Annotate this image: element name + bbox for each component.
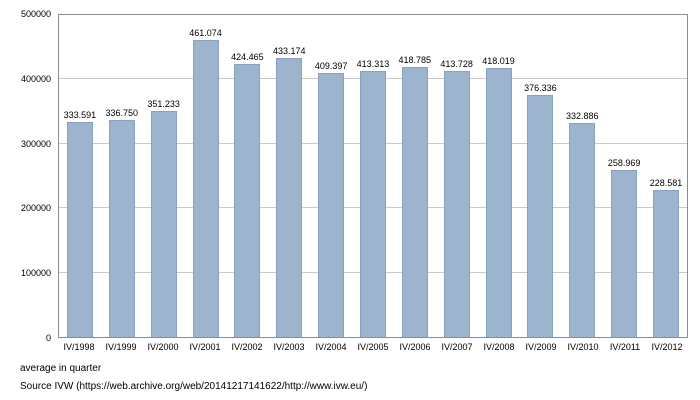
y-axis-tick-label: 500000 xyxy=(20,9,51,19)
x-axis-tick-label: IV/2007 xyxy=(441,342,473,352)
bar-slot: 336.750 xyxy=(101,15,143,337)
bar-slot: 332.886 xyxy=(561,15,603,337)
x-axis-tick-label: IV/2003 xyxy=(273,342,305,352)
x-axis-tick-label: IV/2010 xyxy=(567,342,599,352)
x-axis-tick-label: IV/2004 xyxy=(315,342,347,352)
chart-caption: average in quarter xyxy=(20,363,102,374)
bar xyxy=(401,67,428,337)
bar xyxy=(527,94,554,337)
bars-container: 333.591 336.750 351.233 461.074 424.465 433.1… xyxy=(59,15,687,337)
x-axis-tick-label: IV/1999 xyxy=(105,342,137,352)
bar-value-label: 333.591 xyxy=(63,110,97,121)
bar-value-label: 332.886 xyxy=(565,110,599,121)
bar-value-label: 461.074 xyxy=(189,28,222,39)
bar-value-label: 376.336 xyxy=(524,82,557,93)
y-axis-tick-label: 100000 xyxy=(20,268,51,279)
bar xyxy=(276,58,303,337)
y-axis-tick-label: 200000 xyxy=(20,203,51,214)
x-axis-tick-label: IV/2009 xyxy=(525,342,557,352)
bar-value-label: 413.728 xyxy=(440,58,473,69)
x-axis-tick-label: IV/2005 xyxy=(357,342,389,352)
bar-value-label: 351.233 xyxy=(147,98,180,109)
x-axis-tick-label: IV/2012 xyxy=(651,342,683,352)
x-axis-tick-label: IV/2002 xyxy=(231,342,263,352)
bar xyxy=(192,40,219,337)
y-axis-labels: 0 100000 200000 300000 400000 500000 xyxy=(0,9,54,343)
bar-slot: 461.074 xyxy=(185,15,227,337)
bar xyxy=(150,110,177,337)
bar xyxy=(485,67,512,337)
x-axis-tick-label: IV/2001 xyxy=(189,342,221,352)
x-axis-tick-label: IV/2008 xyxy=(483,342,515,352)
bar-slot: 376.336 xyxy=(519,15,561,337)
bar-slot: 413.728 xyxy=(436,15,478,337)
bar xyxy=(108,120,135,337)
x-axis-tick-label: IV/2000 xyxy=(147,342,179,352)
x-axis-tick-label: IV/1998 xyxy=(63,342,95,352)
bar xyxy=(611,170,638,337)
bar-value-label: 424.465 xyxy=(231,51,264,62)
x-axis-tick-label: IV/2011 xyxy=(609,342,641,352)
bar-value-label: 258.969 xyxy=(607,158,641,169)
bar-value-label: 409.397 xyxy=(314,61,348,72)
bar-value-label: 418.785 xyxy=(398,55,432,66)
y-axis-tick-label: 0 xyxy=(45,333,51,343)
bar xyxy=(359,70,386,337)
y-axis-tick-label: 300000 xyxy=(20,138,51,149)
bar-slot: 433.174 xyxy=(268,15,310,337)
bar-value-label: 418.019 xyxy=(482,55,515,66)
x-axis-tick-label: IV/2006 xyxy=(399,342,431,352)
bar xyxy=(569,122,596,337)
bar-slot: 418.019 xyxy=(478,15,520,337)
x-axis-labels: IV/1998 IV/1999 IV/2000 IV/2001 IV/2002 IV/20… xyxy=(58,342,688,352)
bar-slot: 351.233 xyxy=(143,15,185,337)
plot-area: 333.591 336.750 351.233 461.074 424.465 433.1… xyxy=(58,14,688,338)
bar-value-label: 413.313 xyxy=(356,58,390,69)
bar-slot: 418.785 xyxy=(394,15,436,337)
bar-slot: 409.397 xyxy=(310,15,352,337)
bar xyxy=(443,70,470,337)
bar xyxy=(234,63,261,337)
bar-value-label: 433.174 xyxy=(272,46,306,57)
bar-slot: 258.969 xyxy=(603,15,645,337)
bar-slot: 413.313 xyxy=(352,15,394,337)
bar-slot: 228.581 xyxy=(645,15,687,337)
bar xyxy=(652,189,679,337)
source-line: Source IVW (https://web.archive.org/web/… xyxy=(20,381,368,392)
bar-value-label: 336.750 xyxy=(105,108,139,119)
bar-slot: 333.591 xyxy=(59,15,101,337)
bar xyxy=(318,73,345,337)
bar-value-label: 228.581 xyxy=(649,177,683,188)
y-axis-tick-label: 400000 xyxy=(20,73,51,84)
bar-slot: 424.465 xyxy=(226,15,268,337)
bar xyxy=(66,122,93,337)
